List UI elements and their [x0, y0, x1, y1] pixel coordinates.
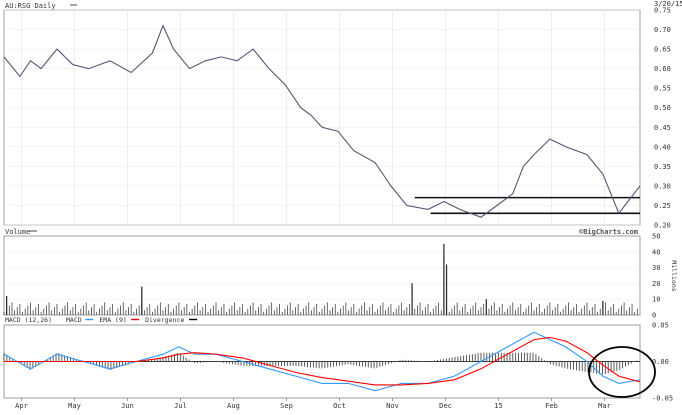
x-axis-month-label: Oct [333, 402, 346, 410]
price-y-tick-label: 0.40 [654, 143, 671, 151]
volume-watermark: ©BigCharts.com [579, 228, 638, 236]
price-y-tick-label: 0.60 [654, 65, 671, 73]
price-y-tick-label: 0.20 [654, 222, 671, 230]
x-axis-month-label: Jul [174, 402, 187, 410]
macd-y-tick-label: 0.05 [652, 322, 669, 330]
volume-y-tick-label: 30 [652, 264, 660, 272]
volume-y-tick-label: 20 [652, 280, 660, 288]
macd-title: MACD (12,26) [5, 316, 52, 324]
x-axis-month-label: Apr [15, 402, 28, 410]
x-axis-month-label: Aug [227, 402, 240, 410]
volume-y-tick-label: 10 [652, 296, 660, 304]
price-y-tick-label: 0.35 [654, 163, 671, 171]
price-title: AU:RSG Daily [5, 2, 56, 10]
macd-legend-label: EMA (9) [99, 316, 126, 324]
x-axis-month-label: Dec [439, 402, 452, 410]
x-axis-month-label: Feb [545, 402, 558, 410]
price-y-tick-label: 0.45 [654, 124, 671, 132]
price-y-tick-label: 0.75 [654, 7, 671, 15]
volume-y-tick-label: 0 [652, 312, 656, 320]
volume-panel-frame [3, 235, 641, 316]
price-y-tick-label: 0.70 [654, 26, 671, 34]
volume-title: Volume [5, 228, 30, 236]
x-axis-month-label: Nov [386, 402, 399, 410]
price-panel-frame [3, 9, 641, 226]
x-axis-month-label: Mar [598, 402, 611, 410]
price-y-tick-label: 0.50 [654, 104, 671, 112]
annotation-circle [588, 346, 656, 398]
x-axis-month-label: May [68, 402, 81, 410]
price-y-tick-label: 0.25 [654, 202, 671, 210]
x-axis-month-label: Sep [280, 402, 293, 410]
price-series-line [3, 24, 641, 218]
x-axis-month-label: Jun [121, 402, 134, 410]
price-y-tick-label: 0.65 [654, 46, 671, 54]
volume-y-tick-label: 40 [652, 248, 660, 256]
macd-y-tick-label: 0.00 [652, 358, 669, 366]
volume-y-tick-label: 50 [652, 233, 660, 241]
price-y-tick-label: 0.55 [654, 85, 671, 93]
volume-unit-label: Millions [670, 260, 678, 291]
macd-legend-label: Divergence [145, 316, 184, 324]
macd-legend-label: MACD [66, 316, 82, 324]
macd-y-tick-label: -0.05 [652, 395, 673, 403]
price-y-tick-label: 0.30 [654, 182, 671, 190]
x-axis-month-label: 15 [494, 402, 502, 410]
macd-line [3, 331, 641, 392]
price-date-label: 3/20/15 [654, 0, 682, 8]
macd-signal-line [4, 336, 641, 386]
